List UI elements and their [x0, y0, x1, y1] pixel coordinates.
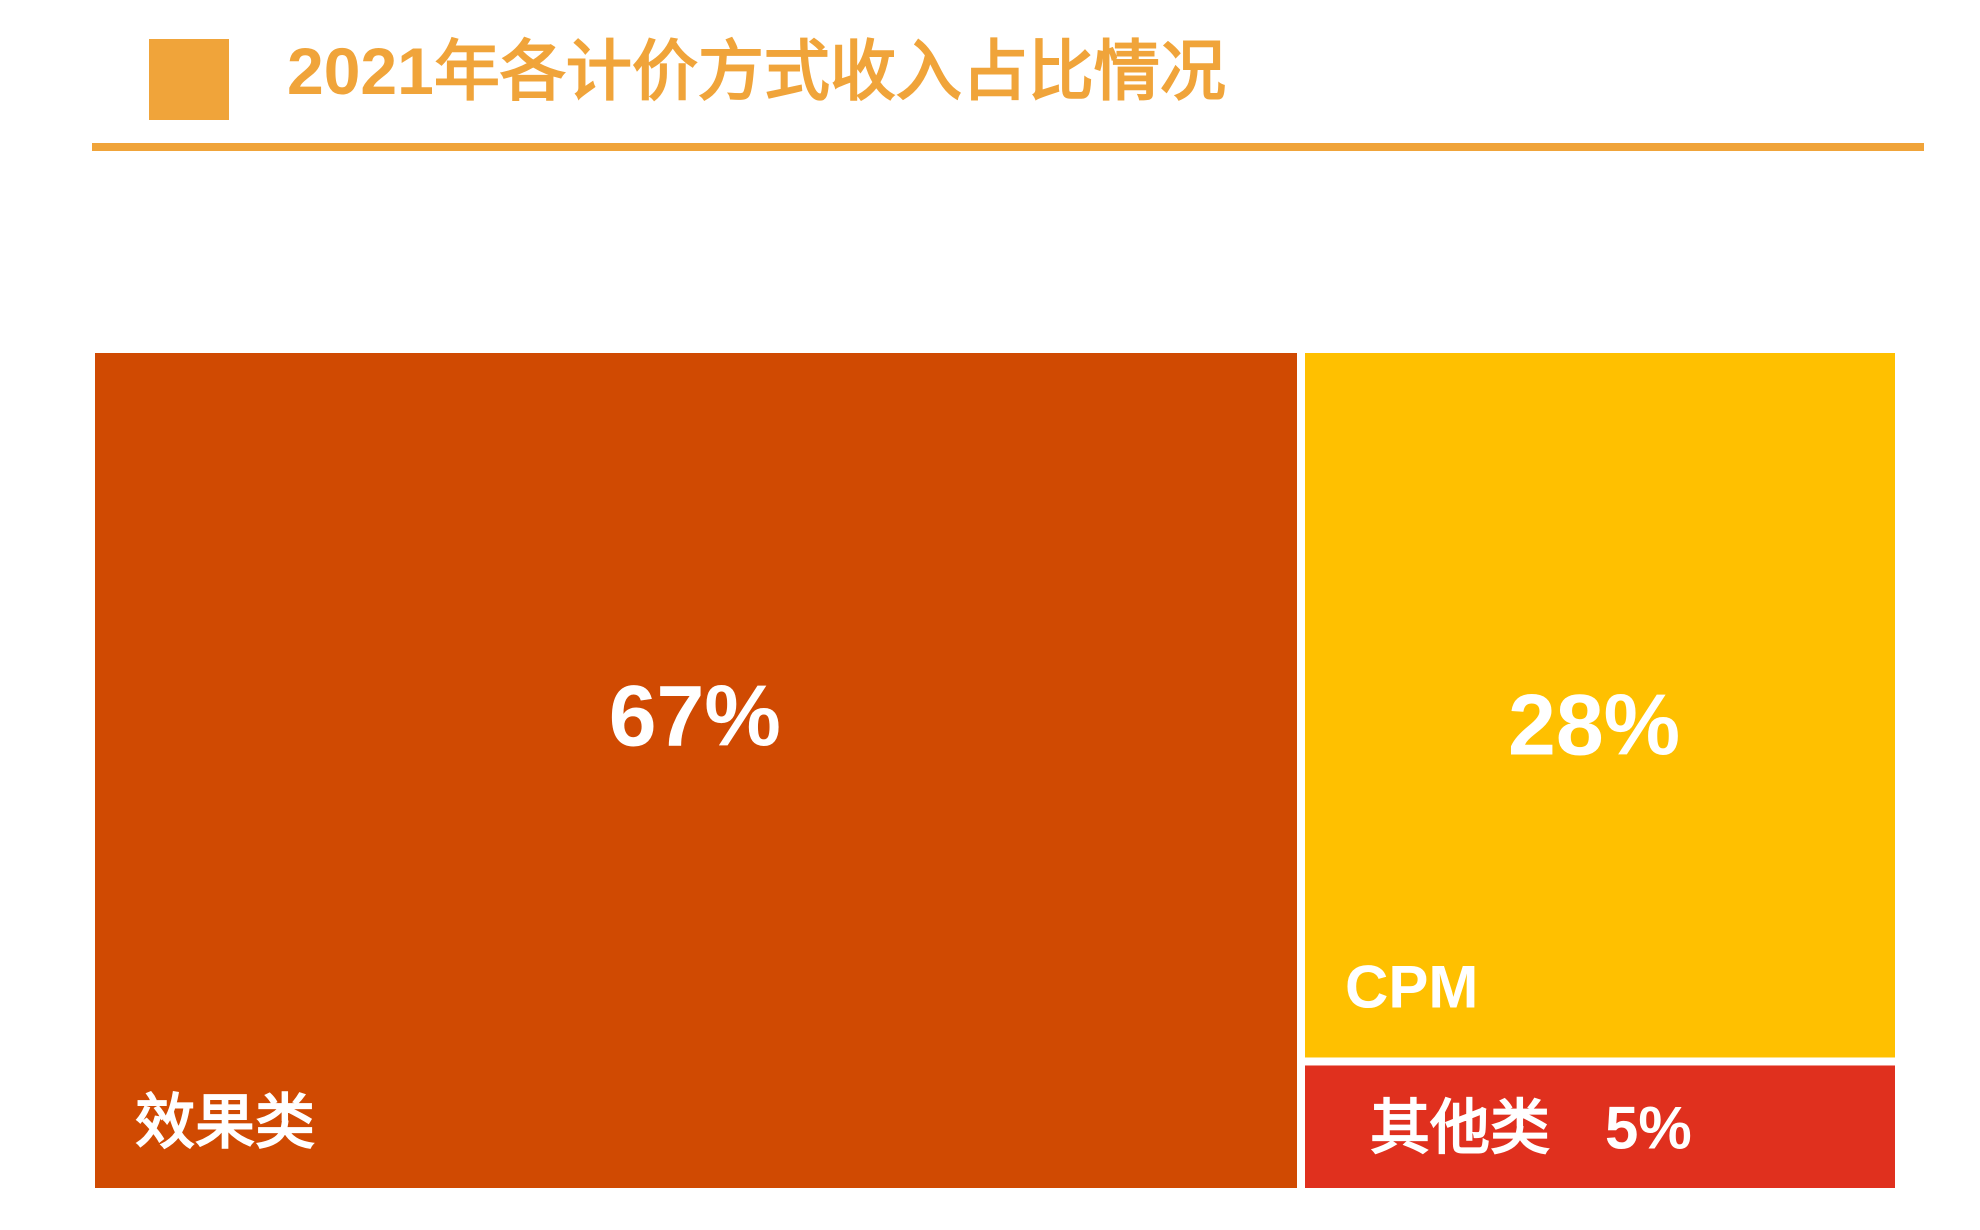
- header-square-marker: [149, 39, 229, 120]
- tile-1-value-label: 28%: [1508, 678, 1680, 774]
- tile-0-name-label: 效果类: [135, 1089, 315, 1156]
- treemap-chart: 67% 效果类 28% CPM 其他类 5%: [95, 353, 1895, 1188]
- tile-2-value-label: 5%: [1605, 1095, 1692, 1162]
- tile-0-value-label: 67%: [609, 668, 781, 764]
- tile-2-name-label: 其他类: [1370, 1095, 1550, 1162]
- page-title: 2021年各计价方式收入占比情况: [287, 34, 1226, 110]
- tile-1-name-label: CPM: [1345, 953, 1478, 1020]
- header-rule: [92, 143, 1924, 151]
- tile-0-rect: [95, 353, 1297, 1188]
